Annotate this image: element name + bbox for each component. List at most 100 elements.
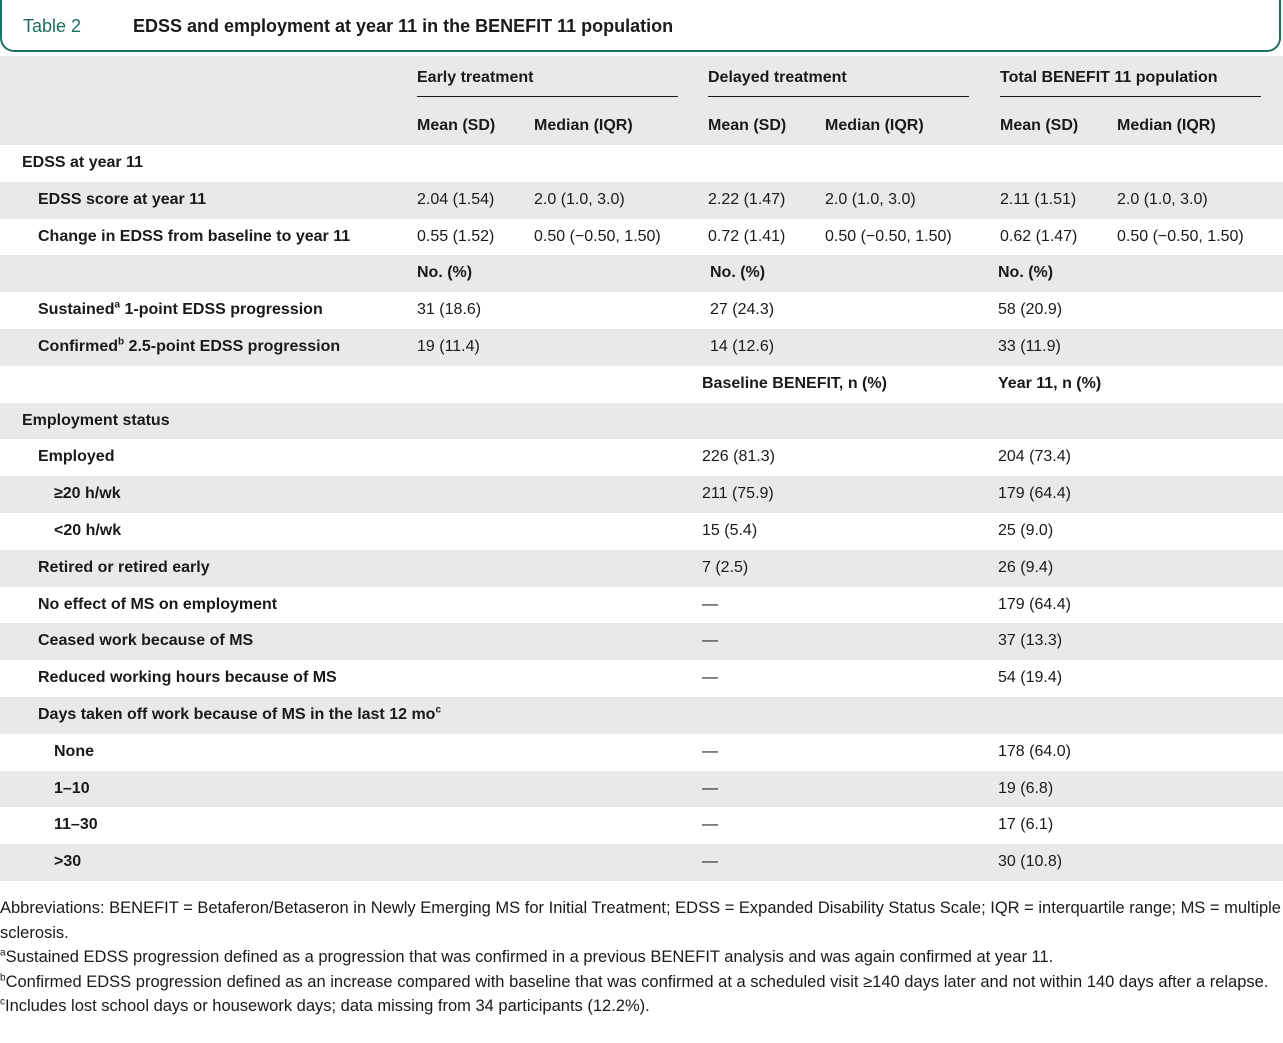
subheader-median-iqr: Median (IQR) (825, 117, 924, 134)
table-row: No effect of MS on employment — 179 (64.… (0, 587, 1283, 624)
table-row: Reduced working hours because of MS — 54… (0, 660, 1283, 697)
cell: 2.11 (1.51) (1000, 190, 1077, 208)
cell: 54 (19.4) (998, 669, 1063, 687)
subheader-mean-sd: Mean (SD) (1000, 117, 1079, 134)
table-row: 1–10 — 19 (6.8) (0, 770, 1283, 808)
cell: 30 (10.8) (998, 853, 1063, 871)
table-row: Ceased work because of MS — 37 (13.3) (0, 623, 1283, 661)
cell: 26 (9.4) (998, 558, 1054, 576)
cell: 2.0 (1.0, 3.0) (1117, 190, 1208, 208)
row-label: EDSS score at year 11 (38, 190, 207, 208)
table-row: >30 — 30 (10.8) (0, 844, 1283, 881)
table-row: Days taken off work because of MS in the… (0, 696, 1283, 734)
cell: — (702, 853, 718, 871)
table-row: Retired or retired early 7 (2.5) 26 (9.4… (0, 549, 1283, 587)
table-label: Table 2 (23, 16, 82, 36)
cell: — (702, 816, 718, 834)
column-subheader: Baseline BENEFIT, n (%) (702, 374, 887, 392)
subheader-mean-sd: Mean (SD) (417, 117, 496, 134)
cell: 2.04 (1.54) (417, 190, 495, 208)
cell: 0.50 (−0.50, 1.50) (1117, 227, 1244, 245)
footnote-abbreviations: Abbreviations: BENEFIT = Betaferon/Betas… (0, 899, 1281, 942)
cell: 19 (11.4) (417, 337, 480, 355)
table-row: ≥20 h/wk 211 (75.9) 179 (64.4) (0, 476, 1283, 513)
cell: 25 (9.0) (998, 521, 1054, 539)
cell: 211 (75.9) (702, 485, 774, 503)
row-label: ≥20 h/wk (54, 485, 121, 503)
cell: 179 (64.4) (998, 595, 1071, 613)
column-subheader: Year 11, n (%) (998, 374, 1102, 392)
section-label: EDSS at year 11 (22, 154, 143, 171)
cell: 0.55 (1.52) (417, 227, 495, 245)
footnote-c: cIncludes lost school days or housework … (0, 996, 650, 1015)
table-row: EDSS at year 11 (0, 145, 1283, 182)
row-label: No effect of MS on employment (38, 595, 278, 613)
row-label: None (54, 742, 94, 760)
cell: 0.62 (1.47) (1000, 227, 1078, 245)
column-subheader: No. (%) (710, 264, 766, 282)
cell: 0.50 (−0.50, 1.50) (534, 227, 661, 245)
table-row: Sustaineda 1-point EDSS progression 31 (… (0, 292, 1283, 329)
table-row: Employed 226 (81.3) 204 (73.4) (0, 439, 1283, 476)
data-table: Early treatment Delayed treatment Total … (0, 56, 1283, 881)
cell: — (702, 669, 718, 687)
row-label: Employed (38, 448, 115, 466)
row-label: Change in EDSS from baseline to year 11 (38, 227, 351, 245)
cell: 31 (18.6) (417, 301, 482, 319)
table-row: Employment status (0, 402, 1283, 440)
cell: — (702, 595, 718, 613)
subheader-mean-sd: Mean (SD) (708, 117, 787, 134)
row-label: >30 (54, 853, 82, 871)
column-subheader: No. (%) (998, 264, 1054, 282)
row-label: <20 h/wk (54, 521, 122, 539)
table-header: Early treatment Delayed treatment Total … (0, 56, 1283, 145)
footnote-a: aSustained EDSS progression defined as a… (0, 947, 1054, 966)
cell: 58 (20.9) (998, 301, 1063, 319)
footnote-b: bConfirmed EDSS progression defined as a… (0, 972, 1269, 991)
cell: — (702, 779, 718, 797)
table-caption: Table 2 EDSS and employment at year 11 i… (0, 0, 1281, 52)
cell: 37 (13.3) (998, 632, 1063, 650)
table-row: None — 178 (64.0) (0, 734, 1283, 771)
row-label: Days taken off work because of MS in the… (38, 704, 442, 723)
header-delayed-treatment: Delayed treatment (708, 69, 969, 97)
cell: 7 (2.5) (702, 558, 749, 576)
row-label: 1–10 (54, 779, 90, 797)
header-total-population: Total BENEFIT 11 population (1000, 69, 1261, 97)
cell: 204 (73.4) (998, 448, 1071, 466)
cell: 2.0 (1.0, 3.0) (534, 190, 625, 208)
cell: 17 (6.1) (998, 816, 1054, 834)
cell: 33 (11.9) (998, 337, 1061, 355)
cell: 2.22 (1.47) (708, 190, 786, 208)
section-label: Employment status (22, 411, 170, 429)
table-title: EDSS and employment at year 11 in the BE… (133, 16, 674, 36)
cell: 226 (81.3) (702, 448, 775, 466)
table-row: 11–30 — 17 (6.1) (0, 807, 1283, 844)
header-early-treatment: Early treatment (417, 69, 678, 97)
subheader-median-iqr: Median (IQR) (1117, 117, 1216, 134)
cell: 0.50 (−0.50, 1.50) (825, 227, 952, 245)
table-row: Change in EDSS from baseline to year 11 … (0, 219, 1283, 256)
cell: 178 (64.0) (998, 742, 1071, 760)
row-label: 11–30 (54, 816, 98, 834)
table-footnotes: Abbreviations: BENEFIT = Betaferon/Betas… (0, 896, 1283, 1019)
row-label: Confirmedb 2.5-point EDSS progression (38, 336, 341, 355)
table-row: No. (%) No. (%) No. (%) (0, 255, 1283, 293)
cell: 2.0 (1.0, 3.0) (825, 190, 916, 208)
cell: — (702, 632, 718, 650)
cell: 0.72 (1.41) (708, 227, 786, 245)
row-label: Retired or retired early (38, 558, 210, 576)
cell: 19 (6.8) (998, 779, 1054, 797)
row-label: Sustaineda 1-point EDSS progression (38, 299, 323, 319)
cell: 27 (24.3) (710, 301, 775, 319)
subheader-median-iqr: Median (IQR) (534, 117, 633, 134)
table-row: EDSS score at year 11 2.04 (1.54) 2.0 (1… (0, 181, 1283, 219)
column-subheader: No. (%) (417, 264, 473, 282)
cell: 15 (5.4) (702, 521, 758, 539)
cell: 179 (64.4) (998, 485, 1071, 503)
table-row: Confirmedb 2.5-point EDSS progression 19… (0, 328, 1283, 366)
table-row: <20 h/wk 15 (5.4) 25 (9.0) (0, 513, 1283, 550)
row-label: Ceased work because of MS (38, 632, 254, 650)
cell: 14 (12.6) (710, 337, 775, 355)
table-row: Baseline BENEFIT, n (%) Year 11, n (%) (0, 366, 1283, 403)
